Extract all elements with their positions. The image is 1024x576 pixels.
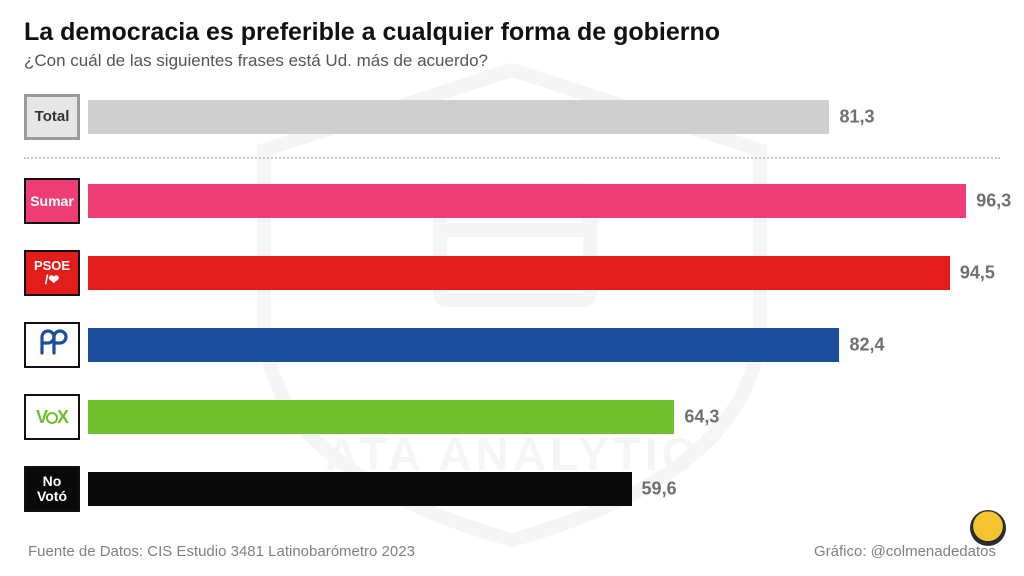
- bar-sumar: [88, 184, 966, 218]
- value-psoe: 94,5: [960, 263, 995, 284]
- row-vox: VX 64,3: [24, 389, 1000, 445]
- badge-psoe-label: PSOE/❤: [26, 259, 78, 286]
- bar-wrap-total: 81,3: [88, 100, 1000, 134]
- badge-novoto: NoVotó: [24, 466, 80, 512]
- row-sumar: Sumar 96,3: [24, 173, 1000, 229]
- badge-novoto-label: NoVotó: [26, 474, 78, 503]
- row-novoto: NoVotó 59,6: [24, 461, 1000, 517]
- badge-vox-label: VX: [26, 408, 78, 427]
- badge-total: Total: [24, 94, 80, 140]
- value-vox: 64,3: [684, 407, 719, 428]
- row-pp: 82,4: [24, 317, 1000, 373]
- badge-pp: [24, 322, 80, 368]
- badge-vox: VX: [24, 394, 80, 440]
- bar-wrap-vox: 64,3: [88, 400, 1000, 434]
- value-sumar: 96,3: [976, 191, 1011, 212]
- badge-pp-label: [26, 328, 78, 362]
- bar-wrap-sumar: 96,3: [88, 184, 1000, 218]
- bar-total: [88, 100, 829, 134]
- bee-logo-icon: [970, 510, 1006, 546]
- value-novoto: 59,6: [642, 479, 677, 500]
- footer-credit: Gráfico: @colmenadedatos: [814, 543, 996, 560]
- badge-psoe: PSOE/❤: [24, 250, 80, 296]
- footer-source: Fuente de Datos: CIS Estudio 3481 Latino…: [28, 543, 415, 560]
- badge-sumar-label: Sumar: [26, 194, 78, 209]
- bar-chart: Total 81,3 Sumar 96,3 PSOE/❤ 94,5 82,4 VX 64,3…: [24, 89, 1000, 517]
- row-total: Total 81,3: [24, 89, 1000, 145]
- row-psoe: PSOE/❤ 94,5: [24, 245, 1000, 301]
- value-pp: 82,4: [849, 335, 884, 356]
- badge-total-label: Total: [27, 109, 77, 125]
- bar-wrap-psoe: 94,5: [88, 256, 1000, 290]
- bar-wrap-pp: 82,4: [88, 328, 1000, 362]
- value-total: 81,3: [839, 107, 874, 128]
- bar-pp: [88, 328, 839, 362]
- bar-vox: [88, 400, 674, 434]
- bar-psoe: [88, 256, 950, 290]
- chart-subtitle: ¿Con cuál de las siguientes frases está …: [24, 51, 1000, 71]
- bar-wrap-novoto: 59,6: [88, 472, 1000, 506]
- chart-title: La democracia es preferible a cualquier …: [24, 18, 1000, 47]
- separator: [24, 157, 1000, 159]
- bar-novoto: [88, 472, 632, 506]
- badge-sumar: Sumar: [24, 178, 80, 224]
